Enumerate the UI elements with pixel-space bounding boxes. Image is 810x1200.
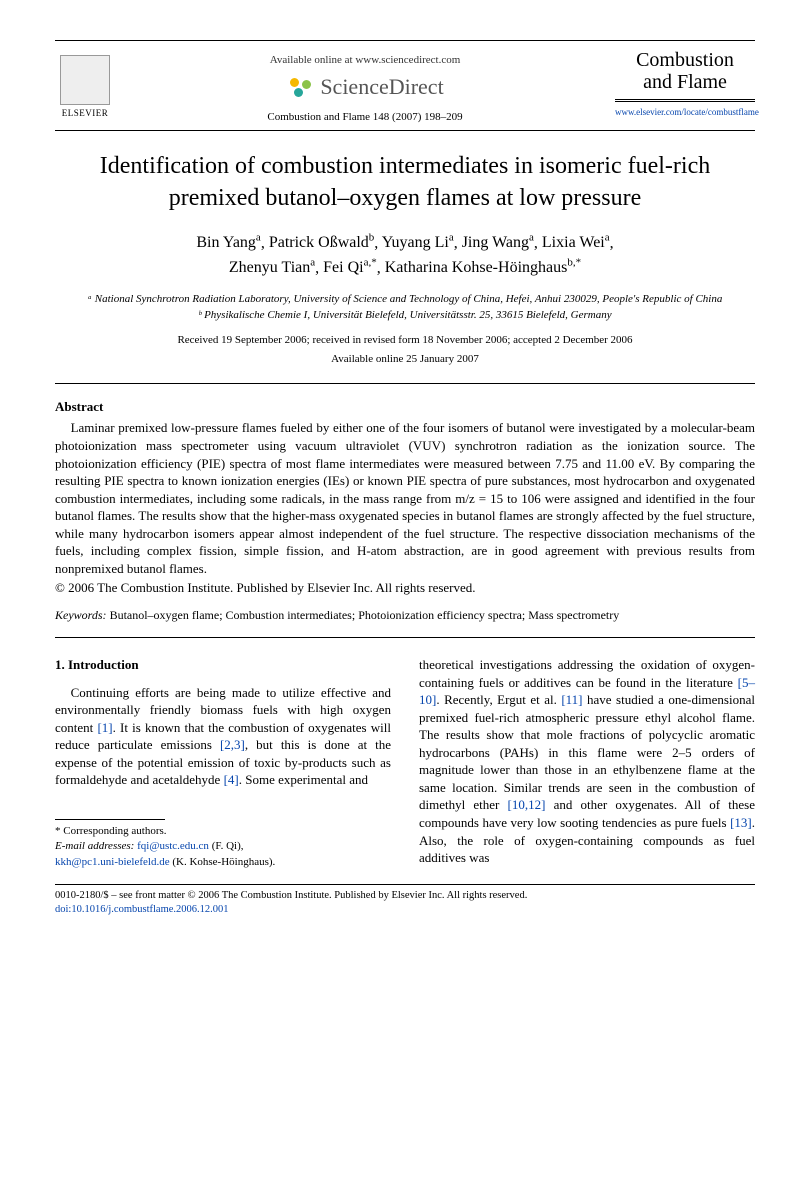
header-center: Available online at www.sciencedirect.co…	[115, 49, 615, 124]
received-dates: Received 19 September 2006; received in …	[55, 333, 755, 348]
affiliations: ᵃ National Synchrotron Radiation Laborat…	[55, 292, 755, 323]
affiliation-a: ᵃ National Synchrotron Radiation Laborat…	[55, 292, 755, 307]
citation-ref[interactable]: [10,12]	[508, 797, 546, 812]
email-label: E-mail addresses:	[55, 840, 134, 852]
journal-title: Combustion and Flame	[615, 49, 755, 102]
author: Yuyang Lia	[382, 234, 454, 251]
email-link[interactable]: kkh@pc1.uni-bielefeld.de	[55, 856, 170, 868]
elsevier-logo: ELSEVIER	[55, 49, 115, 119]
keywords-label: Keywords:	[55, 608, 107, 622]
author: Patrick Oßwaldb	[269, 234, 374, 251]
email-name: (K. Kohse-Höinghaus).	[172, 856, 275, 868]
author: Jing Wanga	[462, 234, 534, 251]
email-line: E-mail addresses: fqi@ustc.edu.cn (F. Qi…	[55, 839, 391, 854]
elsevier-label: ELSEVIER	[62, 107, 109, 119]
author: Bin Yanga	[196, 234, 260, 251]
journal-header: ELSEVIER Available online at www.science…	[55, 40, 755, 131]
sciencedirect-text: ScienceDirect	[320, 72, 443, 102]
divider	[55, 383, 755, 384]
abstract-body: Laminar premixed low-pressure flames fue…	[55, 419, 755, 577]
abstract-copyright: © 2006 The Combustion Institute. Publish…	[55, 579, 755, 597]
column-right: theoretical investigations addressing th…	[419, 656, 755, 870]
journal-title-line1: Combustion	[636, 49, 734, 71]
column-left: 1. Introduction Continuing efforts are b…	[55, 656, 391, 870]
email-link[interactable]: fqi@ustc.edu.cn	[137, 840, 209, 852]
citation-ref[interactable]: [2,3]	[220, 737, 245, 752]
journal-title-line2: and Flame	[643, 71, 727, 93]
author: Zhenyu Tiana	[229, 259, 315, 276]
paper-title: Identification of combustion intermediat…	[85, 151, 725, 213]
abstract-heading: Abstract	[55, 398, 755, 416]
author: Katharina Kohse-Höinghausb,*	[385, 259, 581, 276]
sciencedirect-brand: ScienceDirect	[115, 72, 615, 102]
page: ELSEVIER Available online at www.science…	[0, 0, 810, 946]
author: Lixia Weia	[542, 234, 610, 251]
footnote-separator	[55, 819, 165, 820]
page-footer: 0010-2180/$ – see front matter © 2006 Th…	[55, 884, 755, 916]
section-heading: 1. Introduction	[55, 656, 391, 674]
corresponding-label: * Corresponding authors.	[55, 824, 391, 839]
citation-ref[interactable]: [13]	[730, 815, 752, 830]
keywords-line: Keywords: Butanol–oxygen flame; Combusti…	[55, 607, 755, 623]
authors-block: Bin Yanga, Patrick Oßwaldb, Yuyang Lia, …	[55, 230, 755, 281]
corresponding-footnote: * Corresponding authors. E-mail addresse…	[55, 824, 391, 870]
citation-ref[interactable]: [4]	[224, 772, 239, 787]
intro-paragraph: Continuing efforts are being made to uti…	[55, 684, 391, 789]
front-matter-line: 0010-2180/$ – see front matter © 2006 Th…	[55, 889, 755, 903]
email-name: (F. Qi),	[212, 840, 244, 852]
citation-ref[interactable]: [11]	[561, 692, 582, 707]
citation-line: Combustion and Flame 148 (2007) 198–209	[115, 110, 615, 125]
doi-link[interactable]: doi:10.1016/j.combustflame.2006.12.001	[55, 903, 755, 917]
sciencedirect-icon	[286, 76, 314, 98]
email-line: kkh@pc1.uni-bielefeld.de (K. Kohse-Höing…	[55, 855, 391, 870]
available-online-date: Available online 25 January 2007	[55, 352, 755, 367]
intro-paragraph-cont: theoretical investigations addressing th…	[419, 656, 755, 867]
author: Fei Qia,*	[323, 259, 377, 276]
available-online-text: Available online at www.sciencedirect.co…	[115, 53, 615, 68]
affiliation-b: ᵇ Physikalische Chemie I, Universität Bi…	[55, 308, 755, 323]
journal-url-link[interactable]: www.elsevier.com/locate/combustflame	[615, 106, 755, 118]
divider	[55, 637, 755, 638]
body-columns: 1. Introduction Continuing efforts are b…	[55, 656, 755, 870]
citation-ref[interactable]: [1]	[97, 720, 112, 735]
keywords-text: Butanol–oxygen flame; Combustion interme…	[107, 608, 620, 622]
journal-title-box: Combustion and Flame www.elsevier.com/lo…	[615, 49, 755, 118]
elsevier-tree-icon	[60, 55, 110, 105]
